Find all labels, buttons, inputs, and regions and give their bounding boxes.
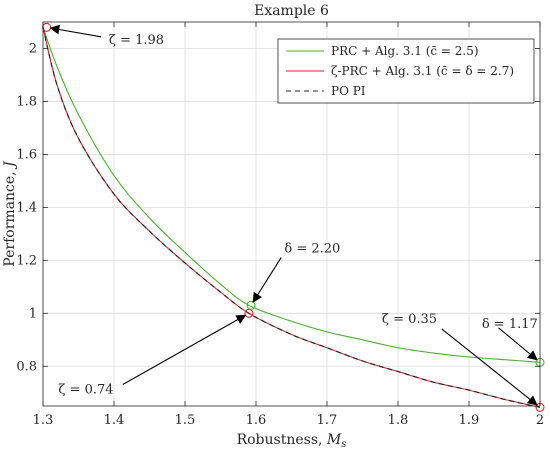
y-tick-label: 1.8 — [16, 94, 37, 109]
legend-label: PO PI — [331, 84, 366, 98]
x-tick-label: 1.9 — [459, 413, 480, 428]
plot-frame — [42, 21, 541, 407]
y-tick-label: 2 — [29, 41, 37, 56]
x-tick-label: 2 — [536, 413, 544, 428]
series-lines — [42, 27, 541, 408]
annotations: ζ = 1.98 δ = 2.20 ζ = 0.74 δ = 1.17 ζ = 0.35 — [49, 24, 538, 406]
annotation-label: δ = 2.20 — [284, 241, 340, 256]
y-tick-label: 1.4 — [16, 200, 37, 215]
legend-label: ζ-PRC + Alg. 3.1 (c̄ = δ = 2.7) — [331, 64, 514, 78]
chart-title: Example 6 — [254, 3, 329, 19]
point-marker — [246, 300, 256, 310]
point-marker — [41, 22, 52, 32]
y-tick-label: 0.8 — [16, 359, 37, 374]
annotation-label: ζ = 0.35 — [382, 312, 437, 327]
x-tick-label: 1.8 — [388, 413, 409, 428]
annotation-arrow — [122, 314, 247, 385]
series-line-1 — [42, 27, 541, 363]
x-tick-label: 1.7 — [317, 413, 338, 428]
y-tick-label: 1 — [29, 306, 37, 321]
y-tick-label: 1.6 — [16, 147, 37, 162]
x-tick-label: 1.3 — [33, 413, 54, 428]
annotation-arrow — [498, 327, 538, 361]
y-axis-label: Performance, J — [2, 160, 18, 267]
annotation-arrow — [441, 328, 538, 406]
annotation-label: ζ = 1.98 — [109, 33, 164, 48]
legend: PRC + Alg. 3.1 (c̄ = 2.5) ζ-PRC + Alg. 3.… — [277, 38, 535, 104]
ticks: 1.3 1.4 1.5 1.6 1.7 1.8 1.9 2 0.8 1 1.2 1.4 1.6 1.8 2 — [16, 22, 544, 428]
legend-label: PRC + Alg. 3.1 (c̄ = 2.5) — [331, 44, 479, 58]
annotation-arrow — [252, 257, 282, 303]
series-line-3 — [42, 27, 541, 408]
x-tick-label: 1.5 — [175, 413, 196, 428]
y-tick-label: 1.2 — [16, 253, 37, 268]
annotation-label: ζ = 0.74 — [58, 382, 113, 397]
x-tick-label: 1.4 — [104, 413, 125, 428]
annotation-label: δ = 1.17 — [482, 317, 538, 332]
annotation-arrow — [49, 24, 102, 38]
x-tick-label: 1.6 — [246, 413, 267, 428]
x-axis-label: Robustness, Ms — [237, 432, 347, 450]
